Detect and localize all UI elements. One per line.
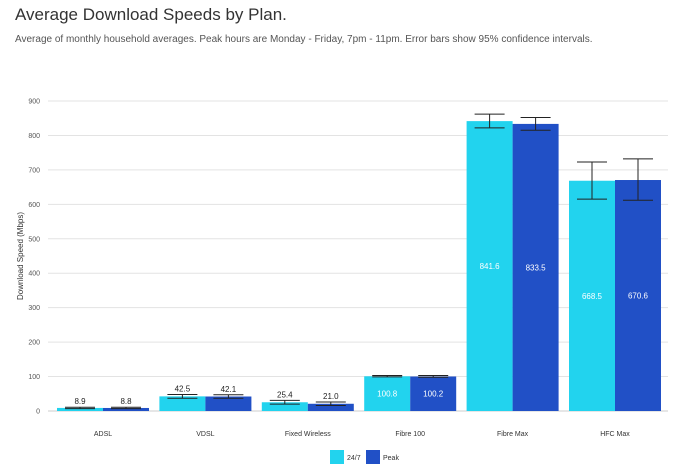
bar: [410, 376, 457, 411]
legend: 24/7 Peak: [330, 450, 399, 464]
data-label: 42.1: [221, 385, 237, 394]
bar: [512, 123, 559, 412]
y-tick-label: 400: [28, 271, 40, 278]
bar: [466, 121, 513, 412]
error-bars: [65, 113, 653, 410]
data-label: 841.6: [480, 262, 501, 271]
legend-swatch: [330, 450, 344, 464]
x-tick-label: Fibre Max: [497, 431, 529, 438]
bar: [364, 376, 411, 411]
data-label: 8.9: [74, 397, 86, 406]
y-tick-label: 200: [28, 340, 40, 347]
y-axis-ticks: 0 100 200 300 400 500 600 700 800 900: [28, 99, 40, 416]
data-label: 670.6: [628, 292, 649, 301]
legend-swatch: [366, 450, 380, 464]
data-label: 833.5: [526, 263, 547, 272]
bar: [159, 396, 206, 411]
gridlines: [48, 100, 668, 412]
data-label: 42.5: [175, 384, 191, 393]
bar: [261, 402, 308, 411]
data-label: 21.0: [323, 392, 339, 401]
data-label: 100.8: [377, 390, 398, 399]
chart-title: Average Download Speeds by Plan.: [15, 5, 287, 24]
x-tick-label: Fixed Wireless: [285, 431, 331, 438]
x-tick-label: HFC Max: [600, 431, 630, 438]
data-label: 100.2: [423, 390, 444, 399]
y-tick-label: 600: [28, 202, 40, 209]
legend-label: 24/7: [347, 455, 361, 462]
legend-label: Peak: [383, 455, 399, 462]
data-label: 668.5: [582, 292, 603, 301]
x-tick-label: VDSL: [196, 431, 214, 438]
x-axis-ticks: ADSL VDSL Fixed Wireless Fibre 100 Fibre Max…: [94, 431, 630, 438]
y-tick-label: 300: [28, 305, 40, 312]
y-axis-label: Download Speed (Mbps): [16, 212, 25, 300]
y-tick-label: 0: [36, 409, 40, 416]
bar: [569, 180, 615, 411]
x-tick-label: Fibre 100: [395, 431, 425, 438]
y-tick-label: 100: [28, 374, 40, 381]
bar: [57, 407, 103, 411]
y-tick-label: 800: [28, 133, 40, 140]
y-tick-label: 500: [28, 236, 40, 243]
y-tick-label: 900: [28, 99, 40, 106]
data-label: 25.4: [277, 390, 293, 399]
data-labels: 8.9 8.8 42.5 42.1 25.4 21.0 100.8 100.2 841.6 833…: [74, 262, 648, 406]
bar: [307, 403, 354, 411]
x-tick-label: ADSL: [94, 431, 112, 438]
bars: [57, 121, 661, 412]
y-tick-label: 700: [28, 167, 40, 174]
data-label: 8.8: [120, 397, 132, 406]
chart-subtitle: Average of monthly household averages. P…: [15, 34, 593, 45]
bar: [103, 407, 149, 411]
bar: [615, 180, 661, 411]
bar: [205, 396, 252, 411]
